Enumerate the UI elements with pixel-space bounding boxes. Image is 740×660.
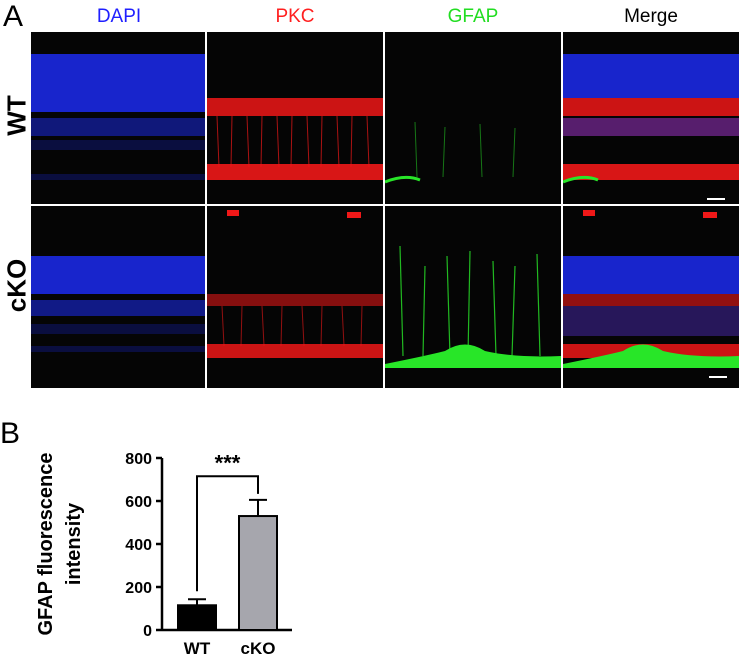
column-label-gfap: GFAP (447, 6, 499, 27)
bar-wt (177, 604, 217, 631)
wt-dapi-micrograph (31, 32, 205, 204)
panel-a-letter: A (3, 0, 24, 33)
x-tick-label: WT (184, 639, 211, 658)
wt-scale-bar (707, 198, 725, 200)
y-axis-label: GFAP fluorescence intensity (35, 452, 85, 635)
column-label-pkc: PKC (275, 6, 315, 27)
row-label-cko: cKO (1, 258, 32, 313)
bar-cko (238, 515, 278, 631)
cko-dapi-micrograph (31, 206, 205, 388)
panel-b-letter: B (0, 417, 21, 450)
y-tick-label: 200 (125, 580, 152, 597)
y-tick-label: 600 (125, 494, 152, 511)
wt-gfap-micrograph (385, 32, 561, 204)
y-tick-label: 0 (143, 623, 152, 640)
row-label-wt: WT (1, 95, 32, 136)
column-label-merge: Merge (624, 6, 678, 27)
y-tick-label: 400 (125, 537, 152, 554)
cko-gfap-micrograph (385, 206, 561, 388)
x-tick-label: cKO (241, 639, 276, 658)
cko-pkc-micrograph (207, 206, 383, 388)
significance-bracket (196, 475, 259, 592)
y-tick-label: 800 (125, 451, 152, 468)
column-label-dapi: DAPI (96, 6, 142, 27)
cko-scale-bar (709, 376, 727, 378)
cko-merge-micrograph (563, 206, 739, 388)
wt-merge-micrograph (563, 32, 739, 204)
wt-pkc-micrograph (207, 32, 383, 204)
significance-stars: *** (215, 450, 241, 475)
bar-chart: GFAP fluorescence intensity 0 200 400 600 800 W… (35, 450, 292, 658)
